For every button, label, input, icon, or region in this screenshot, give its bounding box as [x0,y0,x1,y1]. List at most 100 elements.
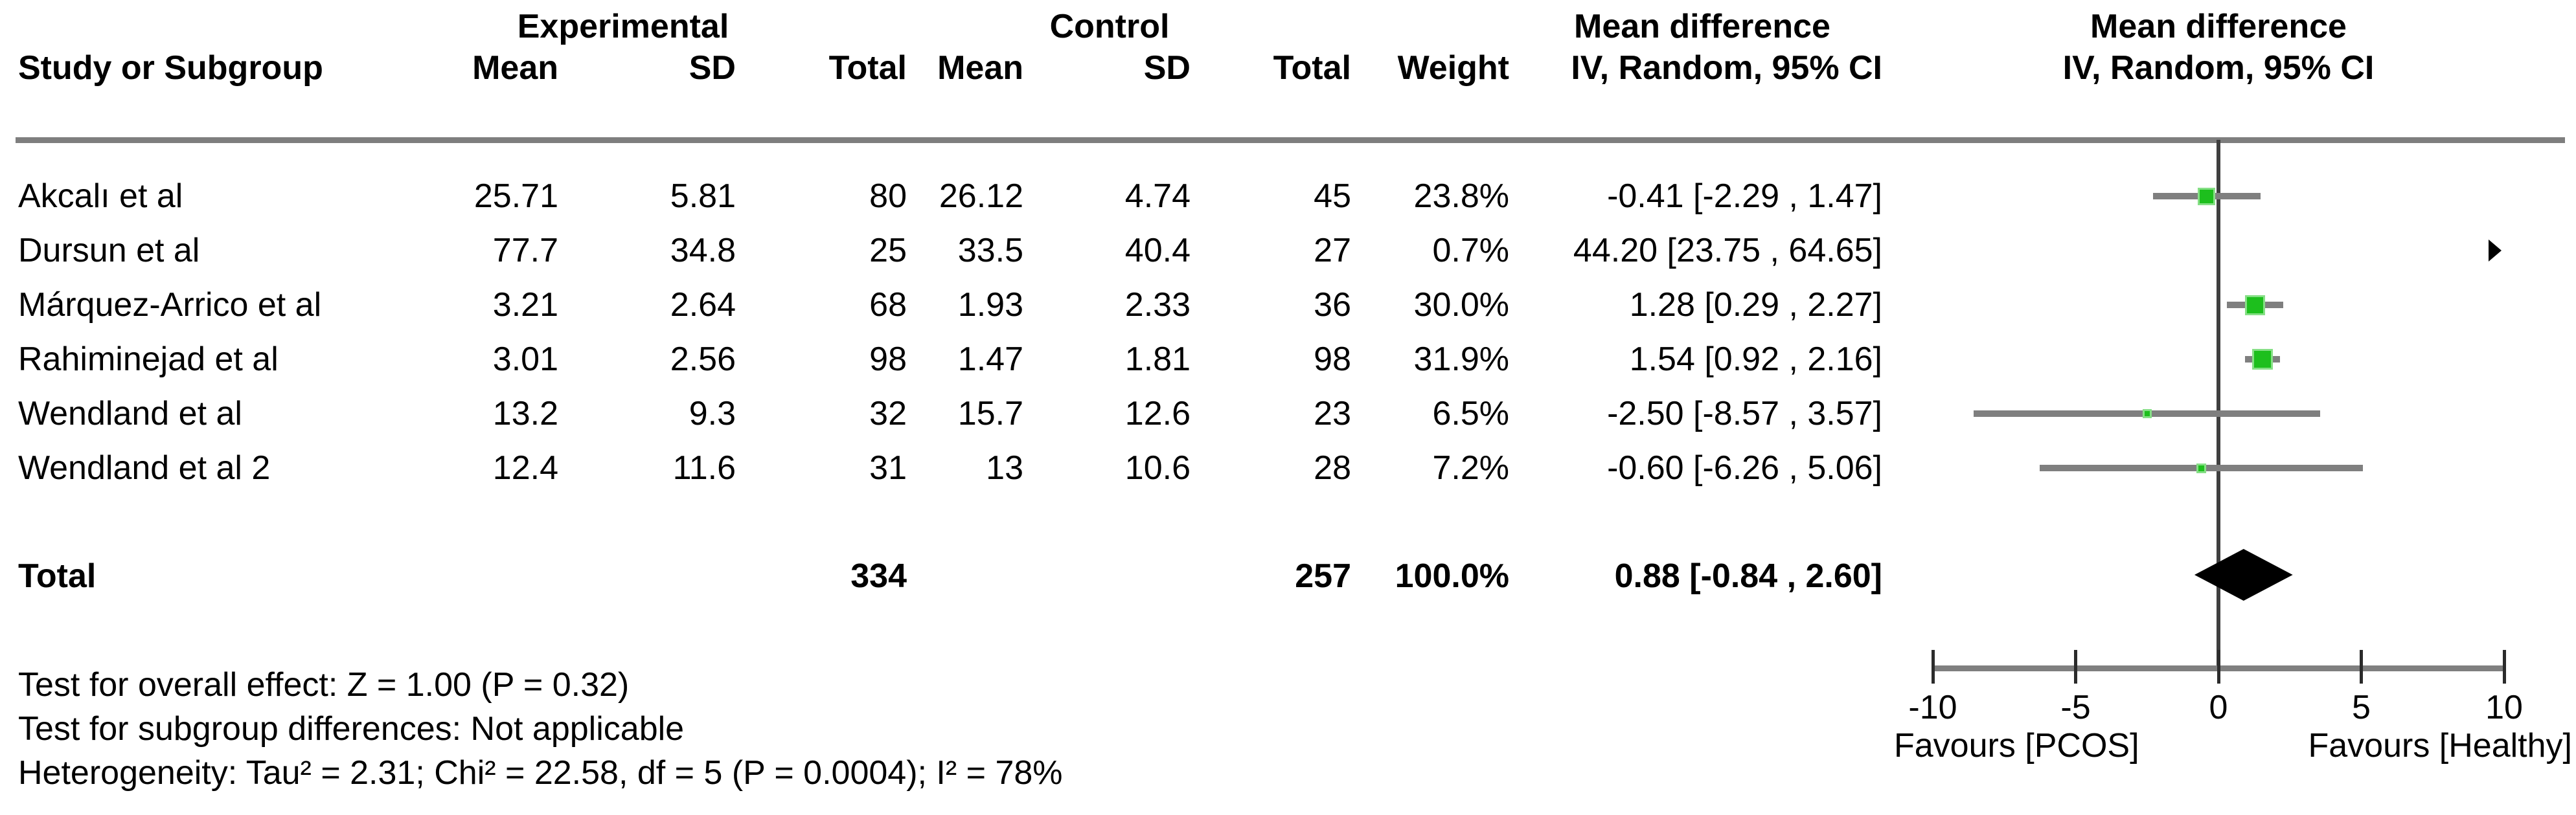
cell-md_ci: -0.60 [-6.26 , 5.06] [1607,449,1882,487]
cell-exp_sd: 11.6 [672,449,736,487]
cell-exp_mean: 3.01 [492,341,558,378]
offscale-right-arrow [2489,240,2502,262]
cell-ctrl_total: 27 [1314,232,1351,269]
cell-ctrl_mean: 15.7 [957,395,1023,432]
axis-tick [2502,650,2506,684]
cell-study: Márquez-Arrico et al [18,286,322,324]
cell-ctrl_mean: 33.5 [957,232,1023,269]
table-row: Wendland et al 2 12.4 11.6 31 13 10.6 28 7.2% -0… [0,447,2576,489]
cell-exp_total: 32 [869,395,907,432]
cell-exp_sd: 9.3 [689,395,736,432]
cell-ctrl_total: 98 [1314,341,1351,378]
table-row: Rahiminejad et al 3.01 2.56 98 1.47 1.81 98 31.… [0,338,2576,381]
cell-exp_mean: 13.2 [492,395,558,432]
cell-exp_mean: 77.7 [492,232,558,269]
column-header-exp-mean: Mean [472,49,558,87]
cell-exp_total: 25 [869,232,907,269]
cell-exp_sd: 34.8 [670,232,736,269]
group-header-mean-difference-column: Mean difference [1574,8,1830,45]
axis-tick [1931,650,1935,684]
cell-ctrl_mean: 26.12 [939,177,1023,215]
cell-study: Akcalı et al [18,177,183,215]
favours-left-label: Favours [PCOS] [1894,727,2139,765]
cell-md_ci: 1.54 [0.92 , 2.16] [1629,341,1882,378]
total-exp-total: 334 [850,557,907,595]
cell-weight: 31.9% [1413,341,1509,378]
cell-exp_total: 98 [869,341,907,378]
cell-ctrl_sd: 1.81 [1124,341,1191,378]
axis-tick [2217,650,2220,684]
total-weight: 100.0% [1395,557,1509,595]
cell-weight: 0.7% [1432,232,1509,269]
axis-tick-label: 10 [2485,689,2523,726]
column-header-weight: Weight [1397,49,1509,87]
cell-study: Wendland et al 2 [18,449,271,487]
cell-weight: 30.0% [1413,286,1509,324]
group-header-control: Control [1049,8,1170,45]
cell-weight: 6.5% [1432,395,1509,432]
column-header-exp-total: Total [828,49,907,87]
cell-md_ci: 44.20 [23.75 , 64.65] [1573,232,1882,269]
cell-exp_sd: 5.81 [670,177,736,215]
cell-ctrl_sd: 2.33 [1124,286,1191,324]
axis-tick [2360,650,2363,684]
cell-study: Rahiminejad et al [18,341,279,378]
cell-study: Dursun et al [18,232,200,269]
cell-ctrl_total: 28 [1314,449,1351,487]
column-header-ci-text: IV, Random, 95% CI [1571,49,1882,87]
column-header-ctrl-total: Total [1273,49,1351,87]
group-header-experimental: Experimental [517,8,729,45]
effect-square [2196,463,2207,473]
cell-study: Wendland et al [18,395,242,432]
cell-ctrl_total: 36 [1314,286,1351,324]
cell-ctrl_sd: 40.4 [1124,232,1191,269]
effect-square [2251,349,2273,370]
cell-exp_mean: 12.4 [492,449,558,487]
cell-exp_total: 31 [869,449,907,487]
cell-ctrl_sd: 4.74 [1124,177,1191,215]
axis-tick-label: 5 [2352,689,2371,726]
cell-exp_sd: 2.64 [670,286,736,324]
axis-tick-label: -10 [1908,689,1957,726]
cell-ctrl_total: 23 [1314,395,1351,432]
cell-exp_mean: 3.21 [492,286,558,324]
table-row: Dursun et al 77.7 34.8 25 33.5 40.4 27 0.7% 44.2… [0,229,2576,272]
cell-exp_sd: 2.56 [670,341,736,378]
favours-right-label: Favours [Healthy] [2308,727,2573,765]
cell-ctrl_sd: 12.6 [1124,395,1191,432]
cell-ctrl_sd: 10.6 [1124,449,1191,487]
group-header-mean-difference-plot: Mean difference [2090,8,2347,45]
axis-tick-label: 0 [2209,689,2228,726]
column-header-ctrl-mean: Mean [937,49,1023,87]
effect-square [2244,295,2265,315]
effect-square [2142,409,2152,418]
header-divider-rule [16,137,2565,143]
cell-exp_total: 80 [869,177,907,215]
axis-tick-label: -5 [2060,689,2091,726]
cell-md_ci: 1.28 [0.29 , 2.27] [1629,286,1882,324]
column-header-study: Study or Subgroup [18,49,323,87]
table-row: Márquez-Arrico et al 3.21 2.64 68 1.93 2.33 36… [0,284,2576,326]
total-ctrl-total: 257 [1295,557,1351,595]
zero-line [2217,140,2220,668]
cell-exp_mean: 25.71 [473,177,558,215]
heterogeneity-text: Heterogeneity: Tau² = 2.31; Chi² = 22.58… [18,754,1063,792]
cell-weight: 23.8% [1413,177,1509,215]
total-label: Total [18,557,97,595]
total-md-ci: 0.88 [-0.84 , 2.60] [1614,557,1882,595]
test-overall-effect-text: Test for overall effect: Z = 1.00 (P = 0… [18,666,630,704]
effect-square [2198,187,2216,205]
column-header-ci-plot: IV, Random, 95% CI [2062,49,2375,87]
test-subgroup-differences-text: Test for subgroup differences: Not appli… [18,710,685,748]
table-row: Akcalı et al 25.71 5.81 80 26.12 4.74 45 23.8% -… [0,175,2576,218]
cell-exp_total: 68 [869,286,907,324]
table-row: Wendland et al 13.2 9.3 32 15.7 12.6 23 6.5% -2.… [0,392,2576,435]
cell-ctrl_mean: 13 [986,449,1023,487]
summary-diamond [2194,549,2293,601]
cell-ctrl_mean: 1.93 [957,286,1023,324]
cell-md_ci: -2.50 [-8.57 , 3.57] [1607,395,1882,432]
cell-ctrl_total: 45 [1314,177,1351,215]
